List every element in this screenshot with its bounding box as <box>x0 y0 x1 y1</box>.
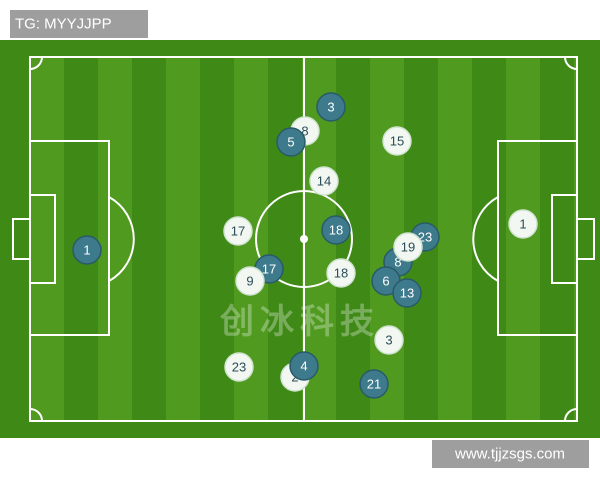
player-marker: 18 <box>326 258 356 288</box>
player-number: 23 <box>418 230 432 245</box>
player-number: 8 <box>301 124 308 139</box>
player-marker: 21 <box>359 369 389 399</box>
player-number: 5 <box>287 135 294 150</box>
players: 835151417181238191179186133232421 <box>72 92 538 399</box>
player-circle <box>235 266 265 296</box>
player-number: 21 <box>367 377 381 392</box>
player-number: 1 <box>83 243 90 258</box>
player-number: 17 <box>262 262 276 277</box>
player-marker: 18 <box>321 215 351 245</box>
player-marker: 1 <box>72 235 102 265</box>
player-number: 19 <box>401 240 415 255</box>
player-number: 14 <box>317 174 331 189</box>
player-number: 3 <box>385 333 392 348</box>
player-marker: 4 <box>289 351 319 381</box>
player-marker: 3 <box>316 92 346 122</box>
player-number: 1 <box>519 217 526 232</box>
pitch-lines <box>12 56 595 422</box>
player-circle <box>223 216 253 246</box>
player-circle <box>374 325 404 355</box>
player-circle <box>289 351 319 381</box>
player-circle <box>392 278 422 308</box>
player-number: 8 <box>394 255 401 270</box>
player-marker: 15 <box>382 126 412 156</box>
player-number: 18 <box>334 266 348 281</box>
player-circle <box>326 258 356 288</box>
player-number: 17 <box>231 224 245 239</box>
player-marker: 13 <box>392 278 422 308</box>
player-marker: 17 <box>223 216 253 246</box>
player-circle <box>382 126 412 156</box>
player-number: 4 <box>300 359 307 374</box>
player-circle <box>359 369 389 399</box>
footer-url: www.tjjzsgs.com <box>454 446 565 463</box>
player-marker: 1 <box>508 209 538 239</box>
player-number: 15 <box>390 134 404 149</box>
watermark: 创冰科技 <box>219 303 380 341</box>
player-marker: 3 <box>374 325 404 355</box>
player-marker: 23 <box>224 352 254 382</box>
player-marker: 14 <box>309 166 339 196</box>
header-label: TG: MYYJJPP <box>15 16 112 33</box>
player-marker: 6 <box>371 266 401 296</box>
player-marker: 5 <box>276 127 306 157</box>
player-number: 3 <box>327 100 334 115</box>
player-circle <box>321 215 351 245</box>
player-circle <box>72 235 102 265</box>
player-marker: 19 <box>393 232 423 262</box>
player-circle <box>276 127 306 157</box>
player-number: 18 <box>329 223 343 238</box>
player-marker: 9 <box>235 266 265 296</box>
player-number: 23 <box>232 360 246 375</box>
player-circle <box>316 92 346 122</box>
player-circle <box>508 209 538 239</box>
player-number: 6 <box>382 274 389 289</box>
player-circle <box>224 352 254 382</box>
footer-badge <box>432 440 589 468</box>
header-badge <box>10 10 148 38</box>
player-circle <box>393 232 423 262</box>
player-number: 13 <box>400 286 414 301</box>
player-number: 9 <box>246 274 253 289</box>
player-circle <box>309 166 339 196</box>
